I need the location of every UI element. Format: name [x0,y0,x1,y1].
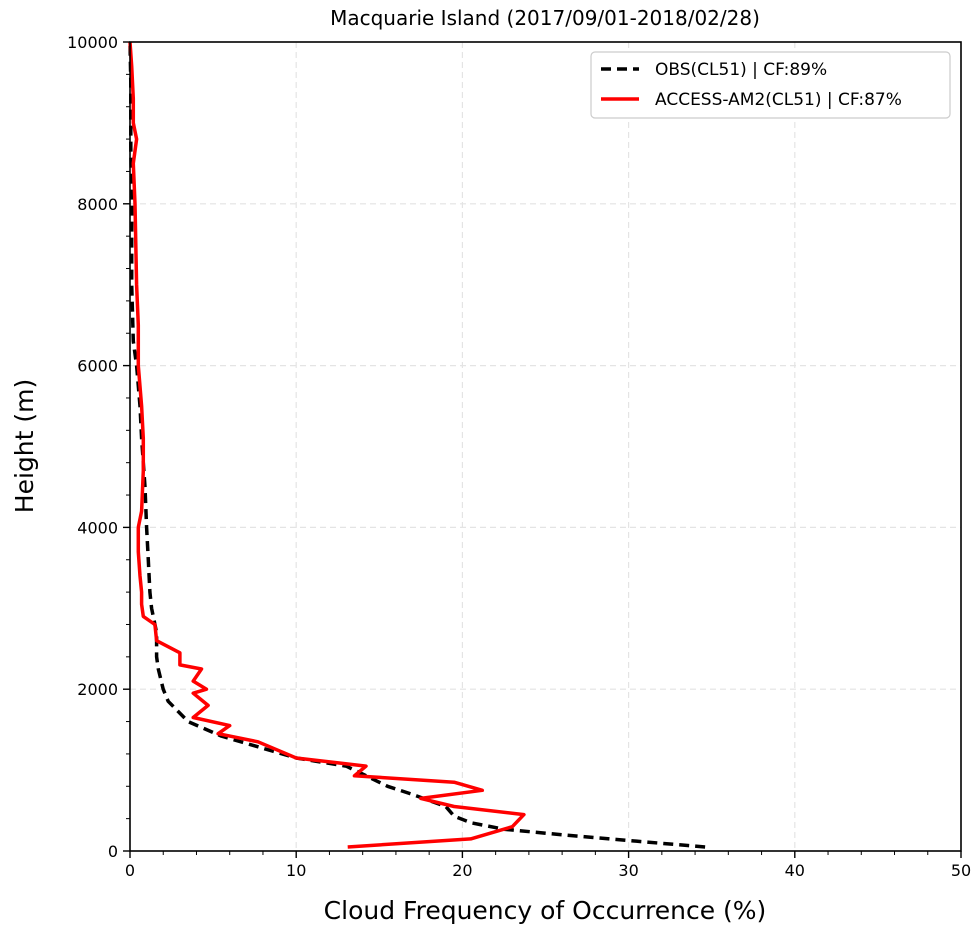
y-tick-label: 8000 [77,195,118,214]
x-tick-label: 50 [951,861,971,880]
series-layer [128,41,706,849]
x-axis-ticks: 0 10 20 30 40 50 [125,851,971,880]
x-tick-label: 10 [286,861,306,880]
plot-frame [129,41,962,852]
y-axis-ticks: 0 2000 4000 6000 8000 10000 [67,33,130,861]
series-line-access-am2 [128,41,526,849]
series-line-obs [128,41,706,849]
x-axis-label: Cloud Frequency of Occurrence (%) [324,896,767,925]
y-tick-label: 0 [108,842,118,861]
x-tick-label: 20 [452,861,472,880]
legend: OBS(CL51) | CF:89% ACCESS-AM2(CL51) | CF… [590,51,951,119]
legend-label-access: ACCESS-AM2(CL51) | CF:87% [655,90,902,110]
y-tick-label: 4000 [77,518,118,537]
x-tick-label: 0 [125,861,135,880]
y-tick-label: 6000 [77,357,118,376]
x-tick-label: 30 [618,861,638,880]
grid-lines [130,42,961,851]
legend-box [590,51,951,119]
chart-title: Macquarie Island (2017/09/01-2018/02/28) [330,6,760,30]
x-tick-label: 40 [785,861,805,880]
y-axis-label: Height (m) [10,379,39,513]
y-tick-label: 2000 [77,680,118,699]
legend-label-obs: OBS(CL51) | CF:89% [655,60,827,80]
y-tick-label: 10000 [67,33,118,52]
